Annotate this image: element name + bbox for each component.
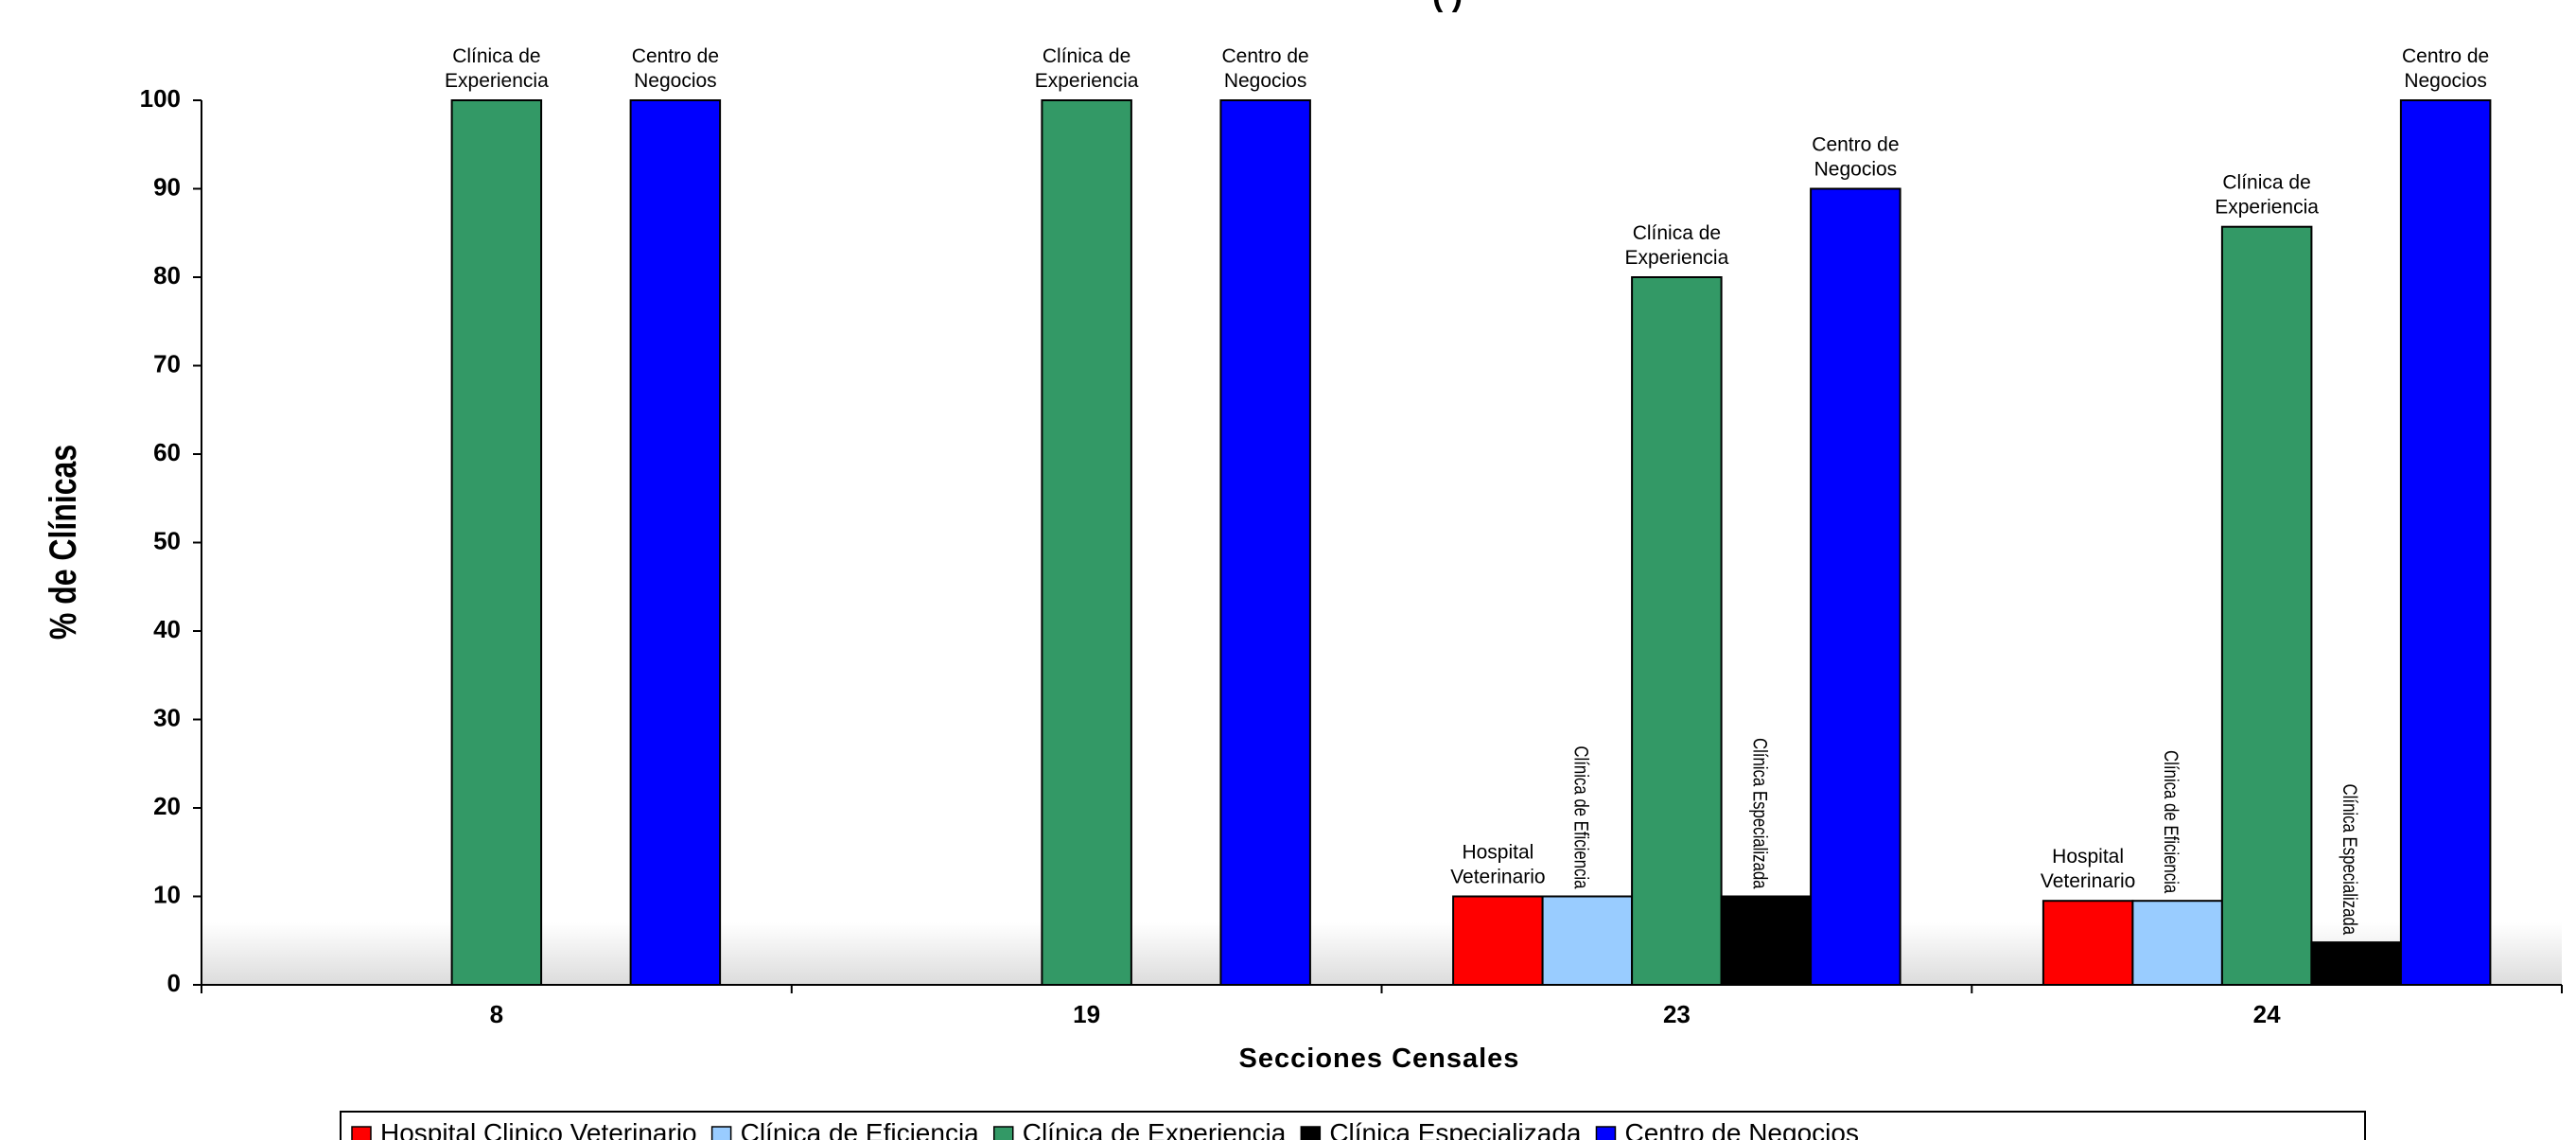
- legend-label-2: Clínica de Experiencia: [1023, 1118, 1287, 1140]
- bar-19-s4: [1219, 99, 1311, 986]
- bar-label-8-line1: Negocios: [1814, 159, 1898, 181]
- bar-label-2-line0: Clínica de: [1043, 45, 1130, 67]
- bar-23-s3: [1720, 895, 1813, 986]
- legend-swatch-1: [710, 1126, 732, 1140]
- x-tick-label: 8: [490, 1000, 503, 1028]
- legend-label-4: Centro de Negocios: [1624, 1118, 1858, 1140]
- y-tick-label: 70: [153, 349, 181, 377]
- bar-label-5: Clínica de Eficiencia: [1569, 745, 1591, 889]
- bar-label-12: Clínica Especializada: [2339, 784, 2360, 936]
- y-tick-label: 60: [153, 438, 181, 466]
- y-tick-label: 80: [153, 261, 181, 289]
- bar-23-s4: [1810, 187, 1901, 986]
- y-tick-label: 50: [153, 526, 181, 554]
- bar-label-8-line0: Centro de: [1812, 134, 1899, 156]
- bar-19-s2: [1041, 99, 1132, 986]
- y-tick-label: 100: [140, 84, 181, 113]
- y-tick-label: 30: [153, 703, 181, 731]
- legend: Hospital Clinico Veterinario Clínica de E…: [340, 1111, 2366, 1140]
- legend-label-1: Clínica de Eficiencia: [741, 1118, 980, 1140]
- bar-23-s1: [1541, 895, 1634, 986]
- bar-label-0-line1: Experiencia: [445, 70, 549, 92]
- y-tick-label: 10: [153, 880, 181, 908]
- y-tick-label: 90: [153, 172, 181, 201]
- y-tick-label: 40: [153, 615, 181, 643]
- bar-label-9-line0: Hospital: [2052, 846, 2124, 868]
- y-tick-label: 20: [153, 792, 181, 820]
- legend-label-0: Hospital Clinico Veterinario: [380, 1118, 697, 1140]
- bar-label-1-line0: Centro de: [632, 45, 719, 67]
- y-tick-label: 0: [167, 969, 181, 997]
- legend-box: [340, 1111, 2366, 1140]
- legend-swatch-3: [1300, 1126, 1322, 1140]
- bar-24-s4: [2399, 99, 2492, 986]
- x-tick-label: 24: [2253, 1000, 2281, 1028]
- bar-8-s2: [450, 99, 543, 986]
- bar-label-4-line1: Veterinario: [1450, 867, 1545, 888]
- legend-label-3: Clínica Especializada: [1329, 1118, 1582, 1140]
- bar-label-13-line0: Centro de: [2402, 45, 2489, 67]
- bar-label-3-line0: Centro de: [1221, 45, 1308, 67]
- bar-label-9-line1: Veterinario: [2041, 870, 2135, 892]
- bar-23-s2: [1631, 276, 1723, 986]
- bar-label-0-line0: Clínica de: [452, 45, 540, 67]
- bar-label-11-line0: Clínica de: [2222, 172, 2310, 194]
- bar-24-s2: [2220, 225, 2313, 986]
- bar-label-11-line1: Experiencia: [2215, 197, 2319, 219]
- legend-swatch-0: [351, 1126, 372, 1140]
- legend-swatch-4: [1595, 1126, 1617, 1140]
- x-axis-title: Secciones Censales: [1239, 1044, 1520, 1074]
- bar-24-s3: [2310, 941, 2402, 986]
- x-tick-label: 23: [1663, 1000, 1691, 1028]
- bar-label-6-line0: Clínica de: [1633, 222, 1721, 244]
- bar-label-2-line1: Experiencia: [1035, 70, 1139, 92]
- bar-label-10: Clínica de Eficiencia: [2160, 750, 2182, 894]
- bar-label-7: Clínica Especializada: [1748, 738, 1770, 889]
- legend-swatch-2: [992, 1126, 1014, 1140]
- bar-label-1-line1: Negocios: [634, 70, 717, 92]
- y-axis-title: % de Clínicas: [42, 445, 84, 640]
- bar-24-s0: [2042, 900, 2134, 987]
- bar-label-13-line1: Negocios: [2404, 70, 2487, 92]
- bar-8-s4: [629, 99, 722, 986]
- bar-23-s0: [1452, 895, 1544, 986]
- chart-title-fragment: ( ): [1432, 0, 1463, 13]
- bar-24-s1: [2131, 900, 2223, 987]
- bar-label-6-line1: Experiencia: [1625, 247, 1729, 269]
- bar-label-4-line0: Hospital: [1462, 842, 1533, 864]
- bar-label-3-line1: Negocios: [1224, 70, 1307, 92]
- x-tick-label: 19: [1073, 1000, 1100, 1028]
